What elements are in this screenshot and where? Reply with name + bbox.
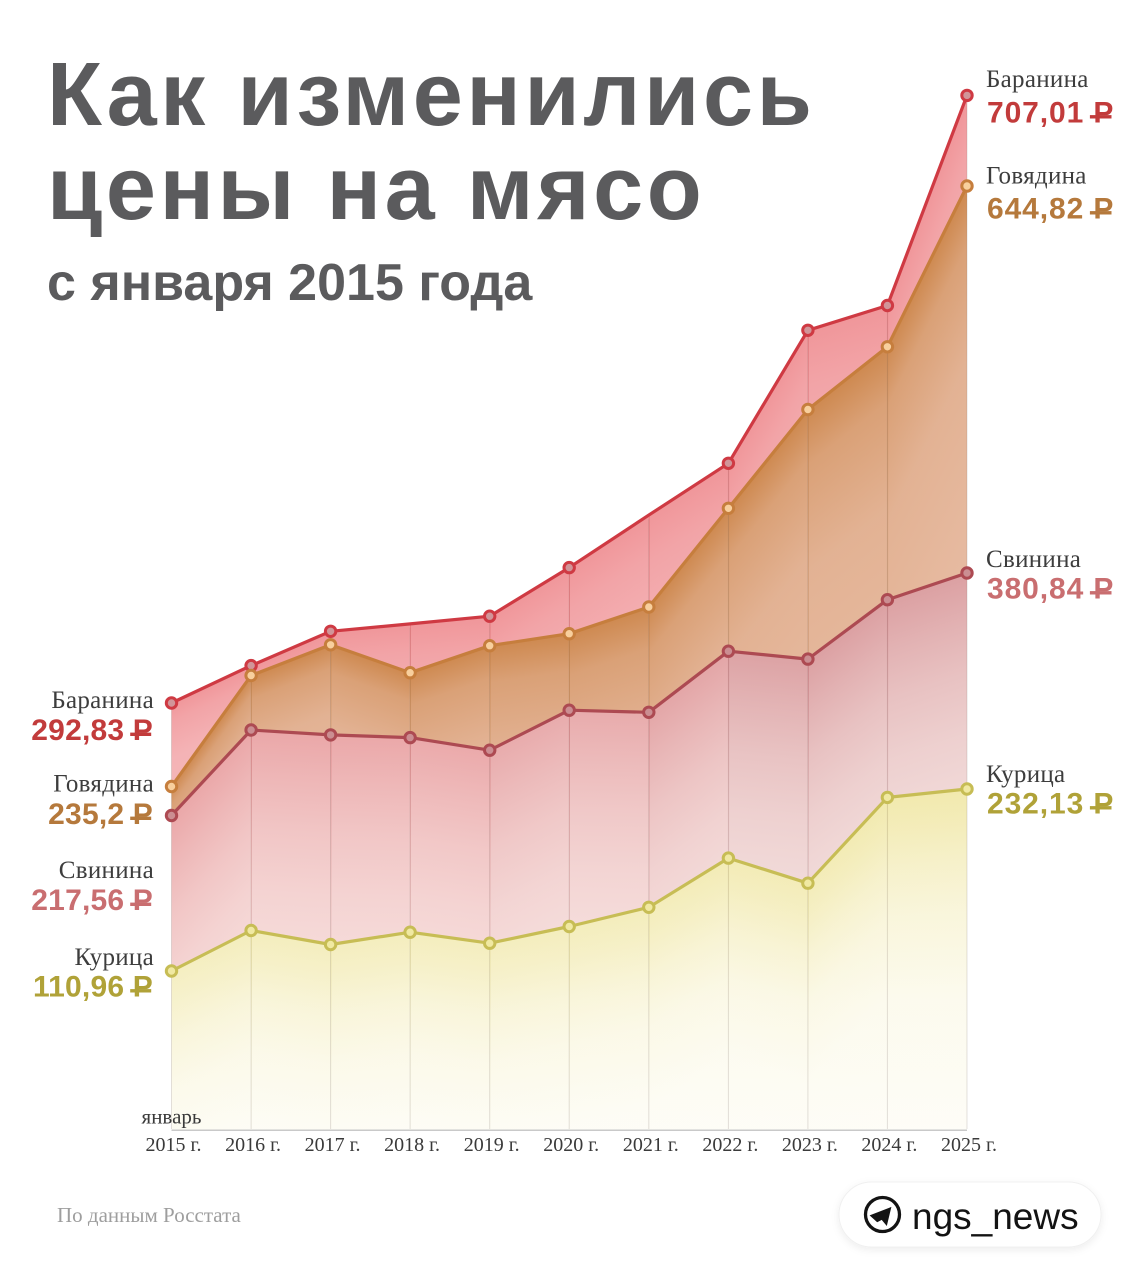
svg-text:с января 2015 года: с января 2015 года (47, 254, 533, 312)
svg-text:2020 г.: 2020 г. (543, 1134, 599, 1156)
svg-text:380,84 Р: 380,84 Р (987, 573, 1114, 606)
svg-text:2023 г.: 2023 г. (782, 1134, 838, 1156)
svg-text:2015 г.: 2015 г. (146, 1134, 202, 1156)
svg-text:232,13 Р: 232,13 Р (987, 788, 1114, 821)
svg-text:644,82 Р: 644,82 Р (987, 193, 1114, 226)
svg-text:Баранина: Баранина (51, 687, 154, 714)
svg-text:январь: январь (142, 1105, 202, 1129)
svg-text:235,2 Р: 235,2 Р (48, 798, 153, 831)
svg-text:цены на мясо: цены на мясо (47, 139, 705, 239)
svg-text:2025 г.: 2025 г. (941, 1134, 997, 1156)
svg-text:2024 г.: 2024 г. (861, 1134, 917, 1156)
svg-text:Свинина: Свинина (59, 857, 154, 884)
svg-text:Как изменились: Как изменились (47, 45, 816, 145)
svg-text:292,83 Р: 292,83 Р (31, 714, 153, 747)
svg-text:2017 г.: 2017 г. (305, 1134, 361, 1156)
svg-text:Курица: Курица (986, 761, 1065, 788)
svg-text:Курица: Курица (75, 944, 154, 971)
svg-text:2021 г.: 2021 г. (623, 1134, 679, 1156)
svg-text:Говядина: Говядина (986, 163, 1087, 190)
svg-text:Говядина: Говядина (53, 771, 154, 798)
svg-text:110,96 Р: 110,96 Р (33, 971, 153, 1004)
svg-text:2016 г.: 2016 г. (225, 1134, 281, 1156)
svg-text:ngs_news: ngs_news (912, 1196, 1079, 1237)
svg-text:217,56 Р: 217,56 Р (31, 884, 153, 917)
svg-text:707,01 Р: 707,01 Р (987, 97, 1114, 130)
svg-text:2018 г.: 2018 г. (384, 1134, 440, 1156)
svg-text:Баранина: Баранина (986, 66, 1089, 93)
svg-text:2022 г.: 2022 г. (702, 1134, 758, 1156)
svg-text:По данным Росстата: По данным Росстата (57, 1203, 242, 1227)
svg-text:Свинина: Свинина (986, 546, 1081, 573)
svg-text:2019 г.: 2019 г. (464, 1134, 520, 1156)
